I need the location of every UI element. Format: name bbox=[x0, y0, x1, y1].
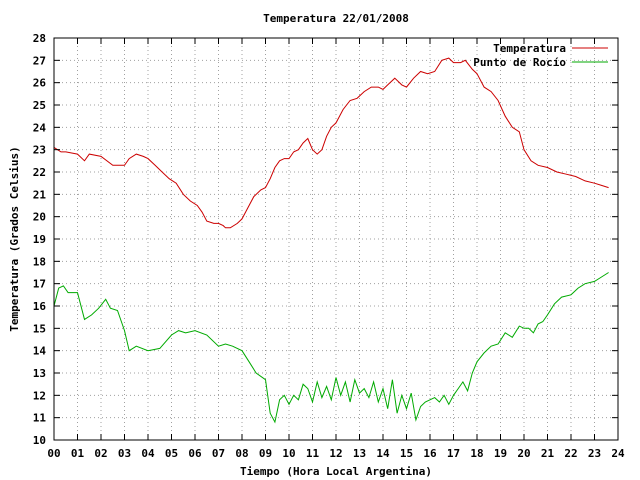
grid bbox=[54, 38, 618, 440]
x-tick-label: 07 bbox=[212, 447, 225, 460]
y-tick-label: 12 bbox=[33, 389, 46, 402]
y-tick-label: 14 bbox=[33, 345, 47, 358]
x-axis-label: Tiempo (Hora Local Argentina) bbox=[240, 465, 432, 478]
y-tick-label: 25 bbox=[33, 99, 46, 112]
x-tick-label: 23 bbox=[588, 447, 601, 460]
x-tick-label: 11 bbox=[306, 447, 320, 460]
legend-label-1: Punto de Rocío bbox=[473, 56, 566, 69]
y-tick-label: 26 bbox=[33, 77, 47, 90]
x-tick-label: 09 bbox=[259, 447, 272, 460]
y-tick-label: 18 bbox=[33, 255, 46, 268]
ticks: 10 11 12 13 14 15 16 17 18 19 20 21 22 23 24 25 26 27 28 00… bbox=[33, 32, 625, 460]
y-tick-label: 22 bbox=[33, 166, 46, 179]
series-line-1 bbox=[53, 272, 609, 424]
x-tick-label: 06 bbox=[188, 447, 202, 460]
y-tick-label: 11 bbox=[33, 412, 47, 425]
legend-label-0: Temperatura bbox=[493, 42, 566, 55]
y-tick-label: 28 bbox=[33, 32, 46, 45]
y-tick-label: 17 bbox=[33, 278, 46, 291]
chart-title: Temperatura 22/01/2008 bbox=[263, 12, 409, 25]
y-tick-label: 23 bbox=[33, 144, 46, 157]
x-tick-label: 16 bbox=[423, 447, 437, 460]
x-tick-label: 05 bbox=[165, 447, 178, 460]
y-tick-label: 27 bbox=[33, 54, 46, 67]
x-tick-label: 13 bbox=[353, 447, 366, 460]
x-tick-label: 17 bbox=[447, 447, 460, 460]
y-tick-label: 21 bbox=[33, 188, 47, 201]
y-tick-label: 19 bbox=[33, 233, 46, 246]
x-tick-label: 24 bbox=[611, 447, 625, 460]
y-axis-label: Temperatura (Grados Celsius) bbox=[8, 146, 21, 331]
x-tick-label: 02 bbox=[94, 447, 107, 460]
x-tick-label: 10 bbox=[282, 447, 295, 460]
x-tick-label: 15 bbox=[400, 447, 413, 460]
x-tick-label: 22 bbox=[564, 447, 577, 460]
y-tick-label: 15 bbox=[33, 322, 46, 335]
x-tick-label: 00 bbox=[47, 447, 60, 460]
y-tick-label: 24 bbox=[33, 121, 47, 134]
x-tick-label: 03 bbox=[118, 447, 131, 460]
x-tick-label: 19 bbox=[494, 447, 507, 460]
x-tick-label: 14 bbox=[376, 447, 390, 460]
y-tick-label: 20 bbox=[33, 211, 46, 224]
x-tick-label: 21 bbox=[541, 447, 555, 460]
y-tick-label: 10 bbox=[33, 434, 46, 447]
x-tick-label: 20 bbox=[517, 447, 530, 460]
x-tick-label: 08 bbox=[235, 447, 248, 460]
x-tick-label: 04 bbox=[141, 447, 155, 460]
series-layer bbox=[53, 57, 609, 424]
y-tick-label: 16 bbox=[33, 300, 47, 313]
x-tick-label: 12 bbox=[329, 447, 342, 460]
x-tick-label: 01 bbox=[71, 447, 85, 460]
y-tick-label: 13 bbox=[33, 367, 46, 380]
x-tick-label: 18 bbox=[470, 447, 483, 460]
series-line-0 bbox=[53, 57, 609, 229]
